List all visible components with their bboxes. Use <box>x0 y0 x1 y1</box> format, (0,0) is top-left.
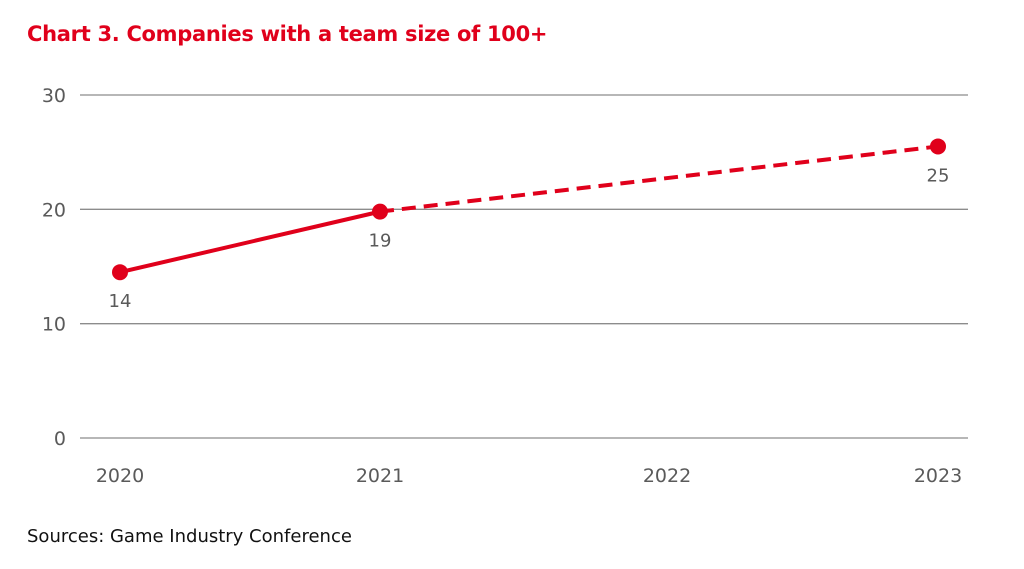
x-tick-label: 2022 <box>643 465 691 487</box>
source-note: Sources: Game Industry Conference <box>27 526 352 547</box>
data-labels: 14 19 25 <box>109 165 950 312</box>
y-tick-label: 0 <box>54 428 66 450</box>
series-segment-solid <box>119 209 381 275</box>
data-label-2020: 14 <box>109 291 132 312</box>
y-tick-label: 20 <box>42 199 66 221</box>
x-tick-label: 2021 <box>356 465 404 487</box>
series-lines <box>119 144 939 275</box>
x-tick-label: 2023 <box>914 465 962 487</box>
data-point-2020 <box>112 264 128 281</box>
x-tick-label: 2020 <box>96 465 144 487</box>
data-point-2021 <box>372 203 388 220</box>
gridlines <box>80 94 968 439</box>
series-points <box>112 138 946 281</box>
y-axis-ticks: 0 10 20 30 <box>42 85 66 450</box>
data-point-2023 <box>930 138 946 155</box>
x-axis-ticks: 2020 2021 2022 2023 <box>96 465 962 487</box>
data-label-2023: 25 <box>927 165 950 186</box>
chart-title: Chart 3. Companies with a team size of 1… <box>27 22 548 46</box>
data-label-2021: 19 <box>369 231 392 252</box>
y-tick-label: 30 <box>42 85 66 107</box>
series-segment-dashed <box>379 144 939 214</box>
y-tick-label: 10 <box>42 314 66 336</box>
